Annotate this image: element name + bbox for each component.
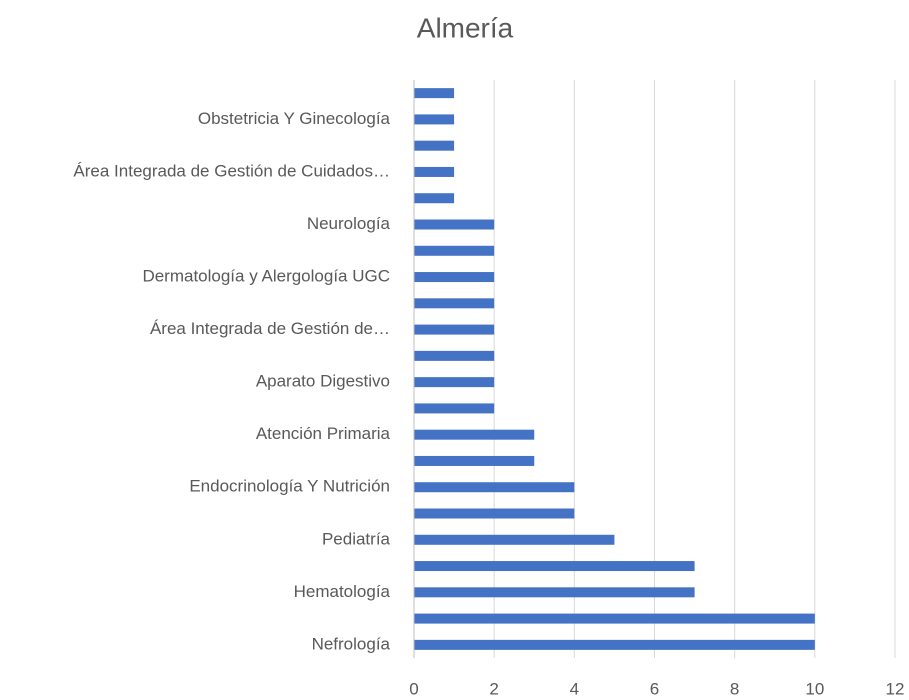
- bar: [414, 455, 535, 466]
- bar: [414, 114, 455, 125]
- bar: [414, 482, 575, 493]
- bar: [414, 350, 495, 361]
- bar: [414, 88, 455, 99]
- y-tick-label: Neurología: [307, 214, 391, 233]
- bar: [414, 639, 815, 650]
- x-tick-label: 12: [886, 679, 905, 698]
- bar: [414, 587, 695, 598]
- x-tick-label: 0: [409, 679, 418, 698]
- bar: [414, 298, 495, 309]
- bar: [414, 324, 495, 335]
- bar: [414, 219, 495, 230]
- bar: [414, 272, 495, 283]
- bar: [414, 140, 455, 151]
- bar: [414, 613, 815, 624]
- y-tick-label: Hematología: [294, 582, 391, 601]
- y-tick-label: Área Integrada de Gestión de…: [150, 319, 390, 338]
- bar: [414, 534, 615, 545]
- bar: [414, 561, 695, 572]
- bar: [414, 193, 455, 204]
- y-tick-label: Nefrología: [312, 634, 391, 653]
- y-tick-label: Atención Primaria: [256, 424, 391, 443]
- x-tick-label: 8: [730, 679, 739, 698]
- x-tick-label: 4: [570, 679, 579, 698]
- bar: [414, 245, 495, 256]
- y-tick-label: Obstetricia Y Ginecología: [198, 109, 391, 128]
- bar: [414, 429, 535, 440]
- y-tick-label: Dermatología y Alergología UGC: [142, 267, 390, 286]
- y-tick-label: Área Integrada de Gestión de Cuidados…: [73, 161, 390, 180]
- bar: [414, 403, 495, 414]
- bar: [414, 377, 495, 388]
- x-tick-label: 2: [489, 679, 498, 698]
- y-tick-label: Pediatría: [322, 529, 391, 548]
- y-tick-label: Aparato Digestivo: [256, 372, 390, 391]
- chart-title: Almería: [417, 12, 514, 43]
- bar: [414, 508, 575, 519]
- x-tick-label: 6: [650, 679, 659, 698]
- y-tick-label: Endocrinología Y Nutrición: [189, 477, 390, 496]
- x-tick-label: 10: [805, 679, 824, 698]
- bar: [414, 166, 455, 177]
